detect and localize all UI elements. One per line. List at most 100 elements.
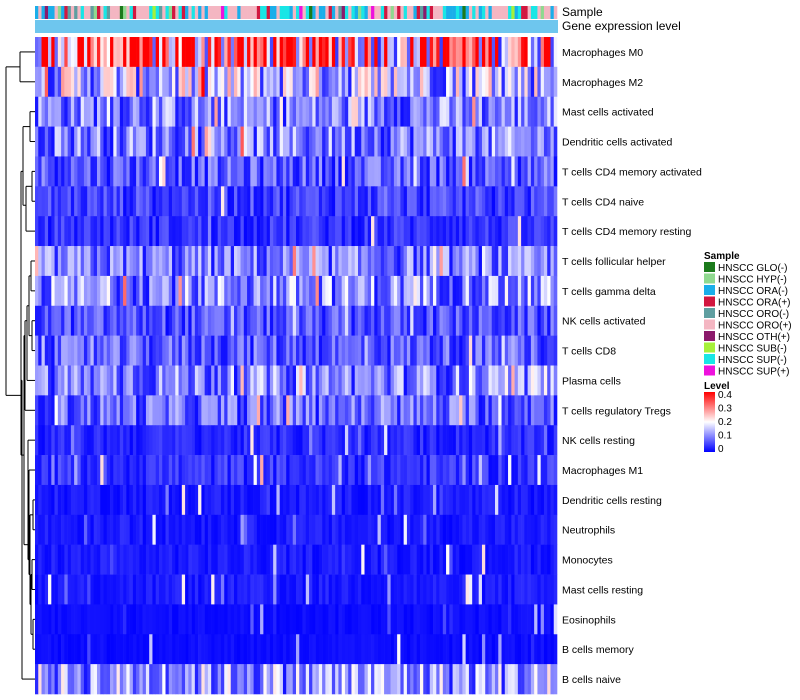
heatmap-cell (129, 305, 134, 336)
heatmap-cell (253, 246, 258, 277)
heatmap-cell (540, 604, 545, 635)
heatmap-cell (530, 664, 535, 695)
heatmap-cell (155, 365, 160, 396)
heatmap-cell (393, 186, 398, 217)
heatmap-cell (436, 604, 440, 635)
heatmap-cell (224, 246, 228, 277)
heatmap-cell (41, 216, 46, 247)
heatmap-cell (282, 634, 287, 665)
heatmap-cell (185, 335, 189, 366)
heatmap-cell (436, 305, 440, 336)
heatmap-cell (299, 574, 303, 605)
sample-track-cell (508, 6, 512, 19)
heatmap-cell (527, 156, 532, 187)
heatmap-cell (397, 156, 401, 187)
heatmap-cell (504, 604, 509, 635)
heatmap-cell (344, 455, 349, 486)
heatmap-cell (132, 514, 137, 545)
heatmap-cell (413, 305, 418, 336)
sample-track-cell (227, 6, 232, 19)
heatmap-cell (103, 544, 108, 575)
heatmap-cell (194, 66, 199, 98)
heatmap-cell (253, 335, 258, 366)
heatmap-cell (145, 216, 150, 247)
heatmap-cell (96, 216, 101, 247)
heatmap-cell (328, 246, 333, 277)
heatmap-cell (116, 66, 121, 98)
heatmap-cell (361, 484, 365, 516)
heatmap-cell (103, 156, 108, 187)
heatmap-cell (537, 365, 541, 396)
heatmap-cell (338, 156, 342, 187)
heatmap-cell (191, 186, 196, 217)
heatmap-cell (387, 156, 391, 187)
heatmap-cell (113, 574, 117, 605)
heatmap-cell (517, 186, 522, 217)
heatmap-cell (276, 484, 280, 516)
heatmap-cell (553, 574, 558, 605)
heatmap-cell (403, 455, 408, 486)
sample-track-cell (194, 6, 199, 19)
sample-track-cell (341, 6, 346, 19)
heatmap-cell (374, 395, 378, 426)
heatmap-cell (322, 66, 326, 98)
heatmap-cell (243, 186, 248, 217)
heatmap-cell (521, 275, 525, 307)
heatmap-cell (354, 246, 359, 277)
heatmap-cell (136, 365, 140, 396)
heatmap-cell (38, 216, 42, 247)
heatmap-cell (243, 514, 248, 545)
heatmap-cell (403, 66, 408, 98)
heatmap-cell (387, 186, 391, 217)
heatmap-cell (367, 275, 372, 307)
heatmap-cell (100, 275, 104, 307)
heatmap-cell (491, 634, 496, 665)
heatmap-cell (331, 126, 336, 157)
heatmap-cell (517, 425, 522, 456)
heatmap-cell (508, 216, 512, 247)
sample-track-cell (100, 6, 104, 19)
heatmap-cell (155, 604, 160, 635)
heatmap-cell (390, 246, 395, 277)
heatmap-cell (100, 544, 104, 575)
heatmap-cell (224, 455, 228, 486)
heatmap-cell (194, 305, 199, 336)
heatmap-cell (351, 335, 356, 366)
heatmap-cell (459, 574, 463, 605)
heatmap-cell (387, 365, 391, 396)
heatmap-cell (119, 37, 124, 68)
heatmap-cell (338, 335, 342, 366)
heatmap-cell (126, 216, 130, 247)
heatmap-cell (282, 604, 287, 635)
heatmap-cell (185, 186, 189, 217)
heatmap-cell (41, 305, 46, 336)
heatmap-cell (247, 365, 251, 396)
heatmap-cell (220, 425, 225, 456)
heatmap-cell (511, 514, 515, 545)
heatmap-cell (67, 634, 72, 665)
heatmap-cell (462, 275, 466, 307)
heatmap-cell (110, 574, 114, 605)
heatmap-cell (390, 664, 395, 695)
heatmap-cell (377, 37, 382, 68)
heatmap-cell (90, 305, 95, 336)
heatmap-cell (83, 514, 88, 545)
heatmap-cell (455, 365, 460, 396)
heatmap-cell (439, 126, 444, 157)
heatmap-cell (328, 96, 333, 127)
heatmap-cell (338, 634, 342, 665)
heatmap-cell (185, 305, 189, 336)
heatmap-cell (240, 335, 245, 366)
heatmap-cell (318, 66, 323, 98)
heatmap-cell (87, 186, 91, 217)
heatmap-cell (416, 275, 421, 307)
sample-track-cell (537, 6, 541, 19)
heatmap-cell (367, 574, 372, 605)
heatmap-cell (514, 37, 519, 68)
heatmap-cell (110, 484, 114, 516)
heatmap-cell (325, 484, 329, 516)
heatmap-cell (136, 335, 140, 366)
heatmap-cell (524, 186, 528, 217)
heatmap-cell (488, 425, 493, 456)
heatmap-cell (387, 395, 391, 426)
